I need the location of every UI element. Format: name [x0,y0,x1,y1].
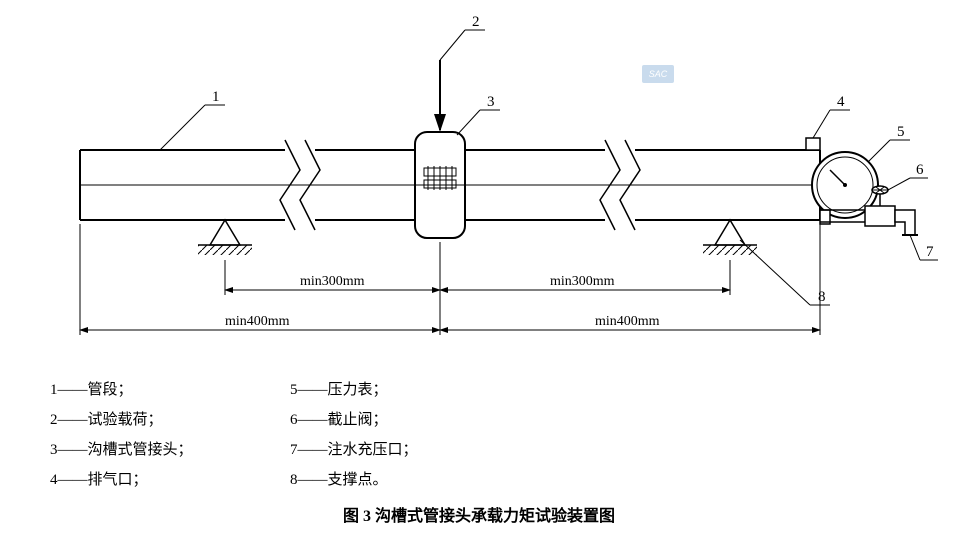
legend-num: 3 [50,442,58,458]
legend-item-6: 6——截止阀； [290,408,388,429]
dim-inner-right: min300mm [550,274,615,289]
legend-text: 压力表； [328,382,388,398]
legend-text: 支撑点。 [328,472,388,488]
dim-inner-left: min300mm [300,274,365,289]
callout-3: 3 [487,94,495,110]
callout-6: 6 [916,162,924,178]
legend-text: 试验载荷； [88,412,163,428]
callout-2: 2 [472,14,480,30]
legend-num: 6 [290,412,298,428]
legend-num: 7 [290,442,298,458]
legend-item-2: 2——试验载荷； [50,408,163,429]
callout-4: 4 [837,94,845,110]
legend-item-8: 8——支撑点。 [290,468,388,489]
dim-outer-left: min400mm [225,314,290,329]
callout-1: 1 [212,89,220,105]
legend-num: 2 [50,412,58,428]
legend-num: 8 [290,472,298,488]
legend-text: 管段； [88,382,133,398]
legend-text: 沟槽式管接头； [88,442,193,458]
callout-5: 5 [897,124,905,140]
legend-text: 排气口； [88,472,148,488]
legend-item-4: 4——排气口； [50,468,148,489]
legend-num: 1 [50,382,58,398]
legend-text: 截止阀； [328,412,388,428]
exhaust-port [806,138,820,150]
callouts: 1 2 3 4 5 6 7 8 [160,14,938,305]
legend-text: 注水充压口； [328,442,418,458]
support-right [703,220,757,255]
support-left [198,220,252,255]
dim-outer-right: min400mm [595,314,660,329]
grooved-coupling [415,132,465,238]
legend-item-5: 5——压力表； [290,378,388,399]
dimension-outer: min400mm min400mm [80,224,820,335]
figure-container: SAC [10,10,948,533]
callout-7: 7 [926,244,934,260]
sac-watermark: SAC [642,65,674,83]
figure-title: 图 3 沟槽式管接头承载力矩试验装置图 [10,502,948,526]
legend-num: 5 [290,382,298,398]
legend-item-7: 7——注水充压口； [290,438,418,459]
legend-num: 4 [50,472,58,488]
legend-item-3: 3——沟槽式管接头； [50,438,193,459]
callout-8: 8 [818,289,826,305]
diagram-svg: min300mm min300mm min400mm min400mm 1 2 … [10,10,948,370]
legend-item-1: 1——管段； [50,378,133,399]
